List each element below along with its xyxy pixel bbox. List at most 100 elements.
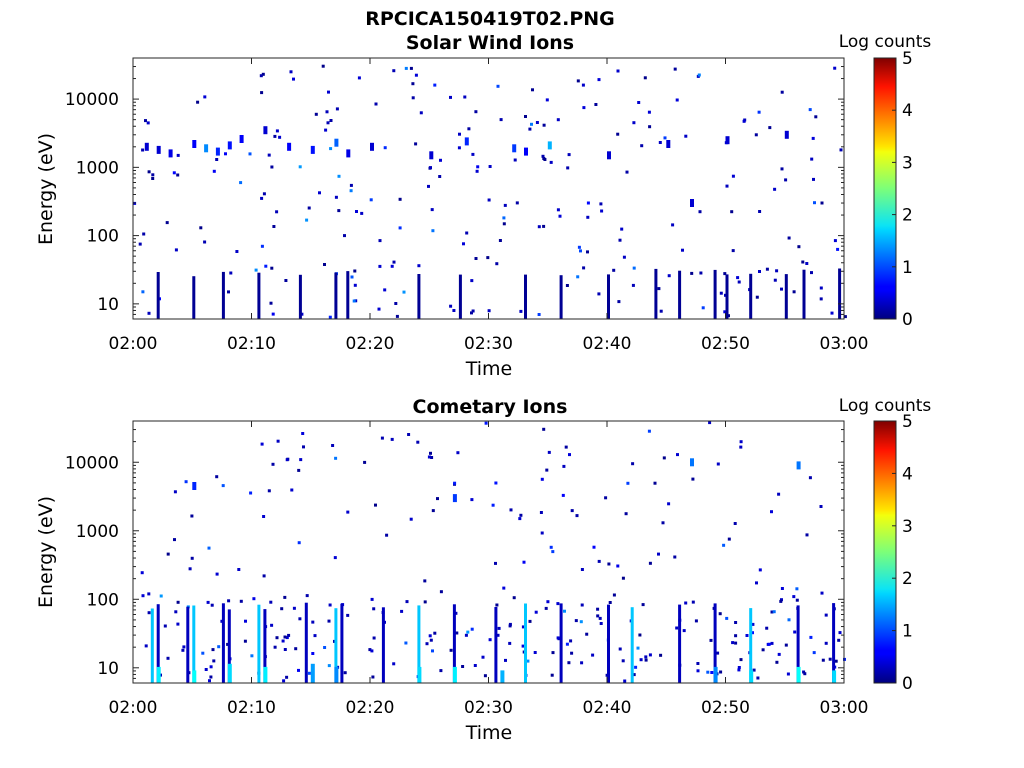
count-pixel (400, 609, 404, 613)
colorbar-tick-label: 4 (902, 101, 913, 121)
count-pixel (828, 657, 832, 661)
count-pixel (374, 503, 377, 507)
count-pixel (812, 177, 815, 181)
count-pixel (281, 639, 285, 643)
count-pixel (438, 175, 442, 178)
count-pixel (596, 607, 600, 611)
count-streak (607, 604, 610, 683)
count-pixel (166, 656, 170, 660)
count-pixel (775, 269, 779, 273)
count-pixel (394, 302, 398, 305)
count-pixel (282, 679, 286, 683)
count-pixel (229, 271, 233, 275)
count-pixel (449, 95, 452, 99)
count-pixel (227, 141, 232, 150)
count-pixel (204, 144, 209, 153)
count-pixel (607, 562, 611, 566)
count-pixel (591, 653, 595, 657)
figure-title: RPCICA150419T02.PNG (365, 8, 615, 30)
count-pixel (449, 304, 453, 308)
count-streak (749, 273, 753, 319)
count-pixel (370, 649, 374, 653)
count-pixel (211, 648, 215, 652)
x-tick-label: 03:00 (820, 698, 869, 718)
count-pixel (262, 515, 266, 518)
count-pixel (667, 502, 671, 506)
count-pixel (631, 462, 635, 466)
count-pixel (725, 616, 729, 620)
count-pixel (276, 439, 280, 443)
count-pixel (761, 648, 765, 652)
x-axis-label: Time (465, 722, 513, 744)
count-pixel (249, 491, 253, 495)
count-pixel (616, 564, 620, 568)
count-pixel (430, 456, 434, 459)
count-pixel (350, 275, 354, 279)
count-pixel (380, 436, 384, 440)
x-tick-label: 02:20 (346, 334, 395, 354)
count-pixel (495, 603, 499, 607)
count-pixel (227, 599, 231, 603)
count-pixel (716, 462, 720, 466)
count-pixel (470, 627, 474, 631)
count-pixel (419, 111, 423, 115)
count-pixel (736, 276, 740, 280)
count-pixel (690, 271, 694, 275)
count-pixel (199, 226, 203, 230)
count-pixel (471, 309, 475, 313)
count-pixel (579, 249, 582, 253)
count-pixel (636, 646, 640, 650)
count-pixel (599, 202, 603, 206)
count-pixel (580, 568, 584, 571)
count-pixel (142, 232, 146, 236)
count-pixel (395, 314, 399, 318)
count-pixel (582, 106, 586, 110)
count-pixel (235, 250, 239, 253)
colorbar-tick-label: 4 (902, 464, 913, 484)
count-pixel (618, 238, 622, 242)
count-pixel (592, 545, 596, 549)
count-pixel (540, 531, 544, 535)
colorbar (873, 57, 897, 320)
count-streak (334, 608, 338, 683)
count-pixel (267, 489, 271, 493)
count-pixel (579, 620, 583, 624)
count-pixel (278, 135, 282, 139)
count-pixel (608, 601, 612, 604)
count-pixel (667, 274, 671, 278)
count-pixel (239, 181, 243, 185)
count-streak (749, 608, 753, 683)
count-pixel (269, 301, 273, 305)
count-streak (227, 609, 231, 683)
count-pixel (203, 95, 207, 99)
count-pixel (192, 670, 197, 683)
count-pixel (809, 635, 813, 639)
count-pixel (551, 550, 555, 554)
count-pixel (657, 287, 661, 291)
count-pixel (824, 641, 828, 645)
count-pixel (470, 311, 473, 315)
count-pixel (307, 206, 311, 210)
count-pixel (710, 671, 714, 674)
count-pixel (607, 151, 611, 160)
count-pixel (212, 659, 216, 663)
count-pixel (661, 521, 665, 525)
y-tick-label: 10 (97, 295, 119, 315)
count-pixel (147, 311, 151, 315)
count-pixel (599, 622, 603, 625)
count-pixel (439, 590, 443, 594)
count-pixel (163, 624, 167, 628)
count-pixel (324, 128, 328, 132)
count-pixel (770, 610, 774, 614)
count-pixel (684, 601, 688, 605)
plot-area (133, 421, 844, 683)
count-pixel (546, 600, 550, 604)
count-pixel (416, 440, 420, 444)
count-streak (524, 274, 527, 319)
count-pixel (586, 201, 590, 205)
count-pixel (209, 665, 213, 669)
count-pixel (206, 600, 210, 604)
count-pixel (616, 69, 620, 73)
count-pixel (337, 174, 341, 178)
count-pixel (524, 147, 528, 156)
